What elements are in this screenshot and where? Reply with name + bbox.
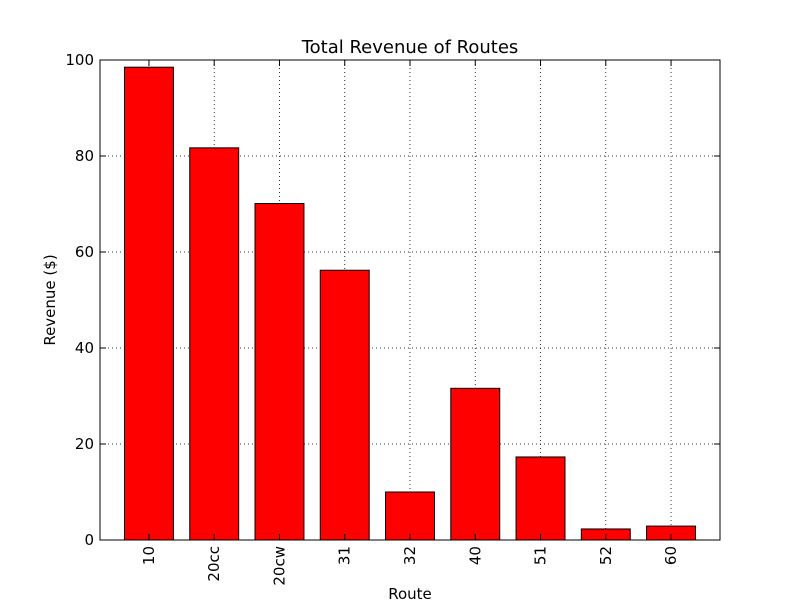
x-tick-label: 10 [140, 546, 158, 565]
x-tick-label: 20cc [205, 546, 223, 582]
x-tick-label: 60 [662, 546, 680, 565]
bar-51 [515, 456, 566, 541]
bars [123, 66, 697, 541]
bar-31 [319, 269, 370, 541]
x-tick-label: 31 [336, 546, 354, 565]
tick-marks [100, 59, 720, 541]
x-tick-label: 52 [597, 546, 615, 565]
y-tick-label: 40 [75, 339, 94, 357]
bar-40 [450, 387, 501, 541]
y-tick-label: 0 [84, 531, 94, 549]
y-tick-label: 100 [65, 51, 94, 69]
y-tick-label: 80 [75, 147, 94, 165]
chart-title: Total Revenue of Routes [301, 37, 519, 58]
x-tick-label: 20cw [270, 546, 288, 586]
x-tick-label: 32 [401, 546, 419, 565]
x-tick-label: 51 [532, 546, 550, 565]
y-tick-label: 20 [75, 435, 94, 453]
x-axis-label: Route [388, 585, 432, 600]
bar-20cw [254, 203, 305, 541]
bar-32 [385, 491, 435, 541]
tick-labels: 0 20 40 60 80 100 10 20cc 20cw 31 32 40 51 52 60 [65, 51, 680, 586]
y-axis-label: Revenue ($) [41, 254, 59, 345]
x-tick-label: 40 [466, 546, 484, 565]
y-tick-label: 60 [75, 243, 94, 261]
bar-20cc [189, 147, 240, 541]
bar-10 [123, 66, 174, 541]
